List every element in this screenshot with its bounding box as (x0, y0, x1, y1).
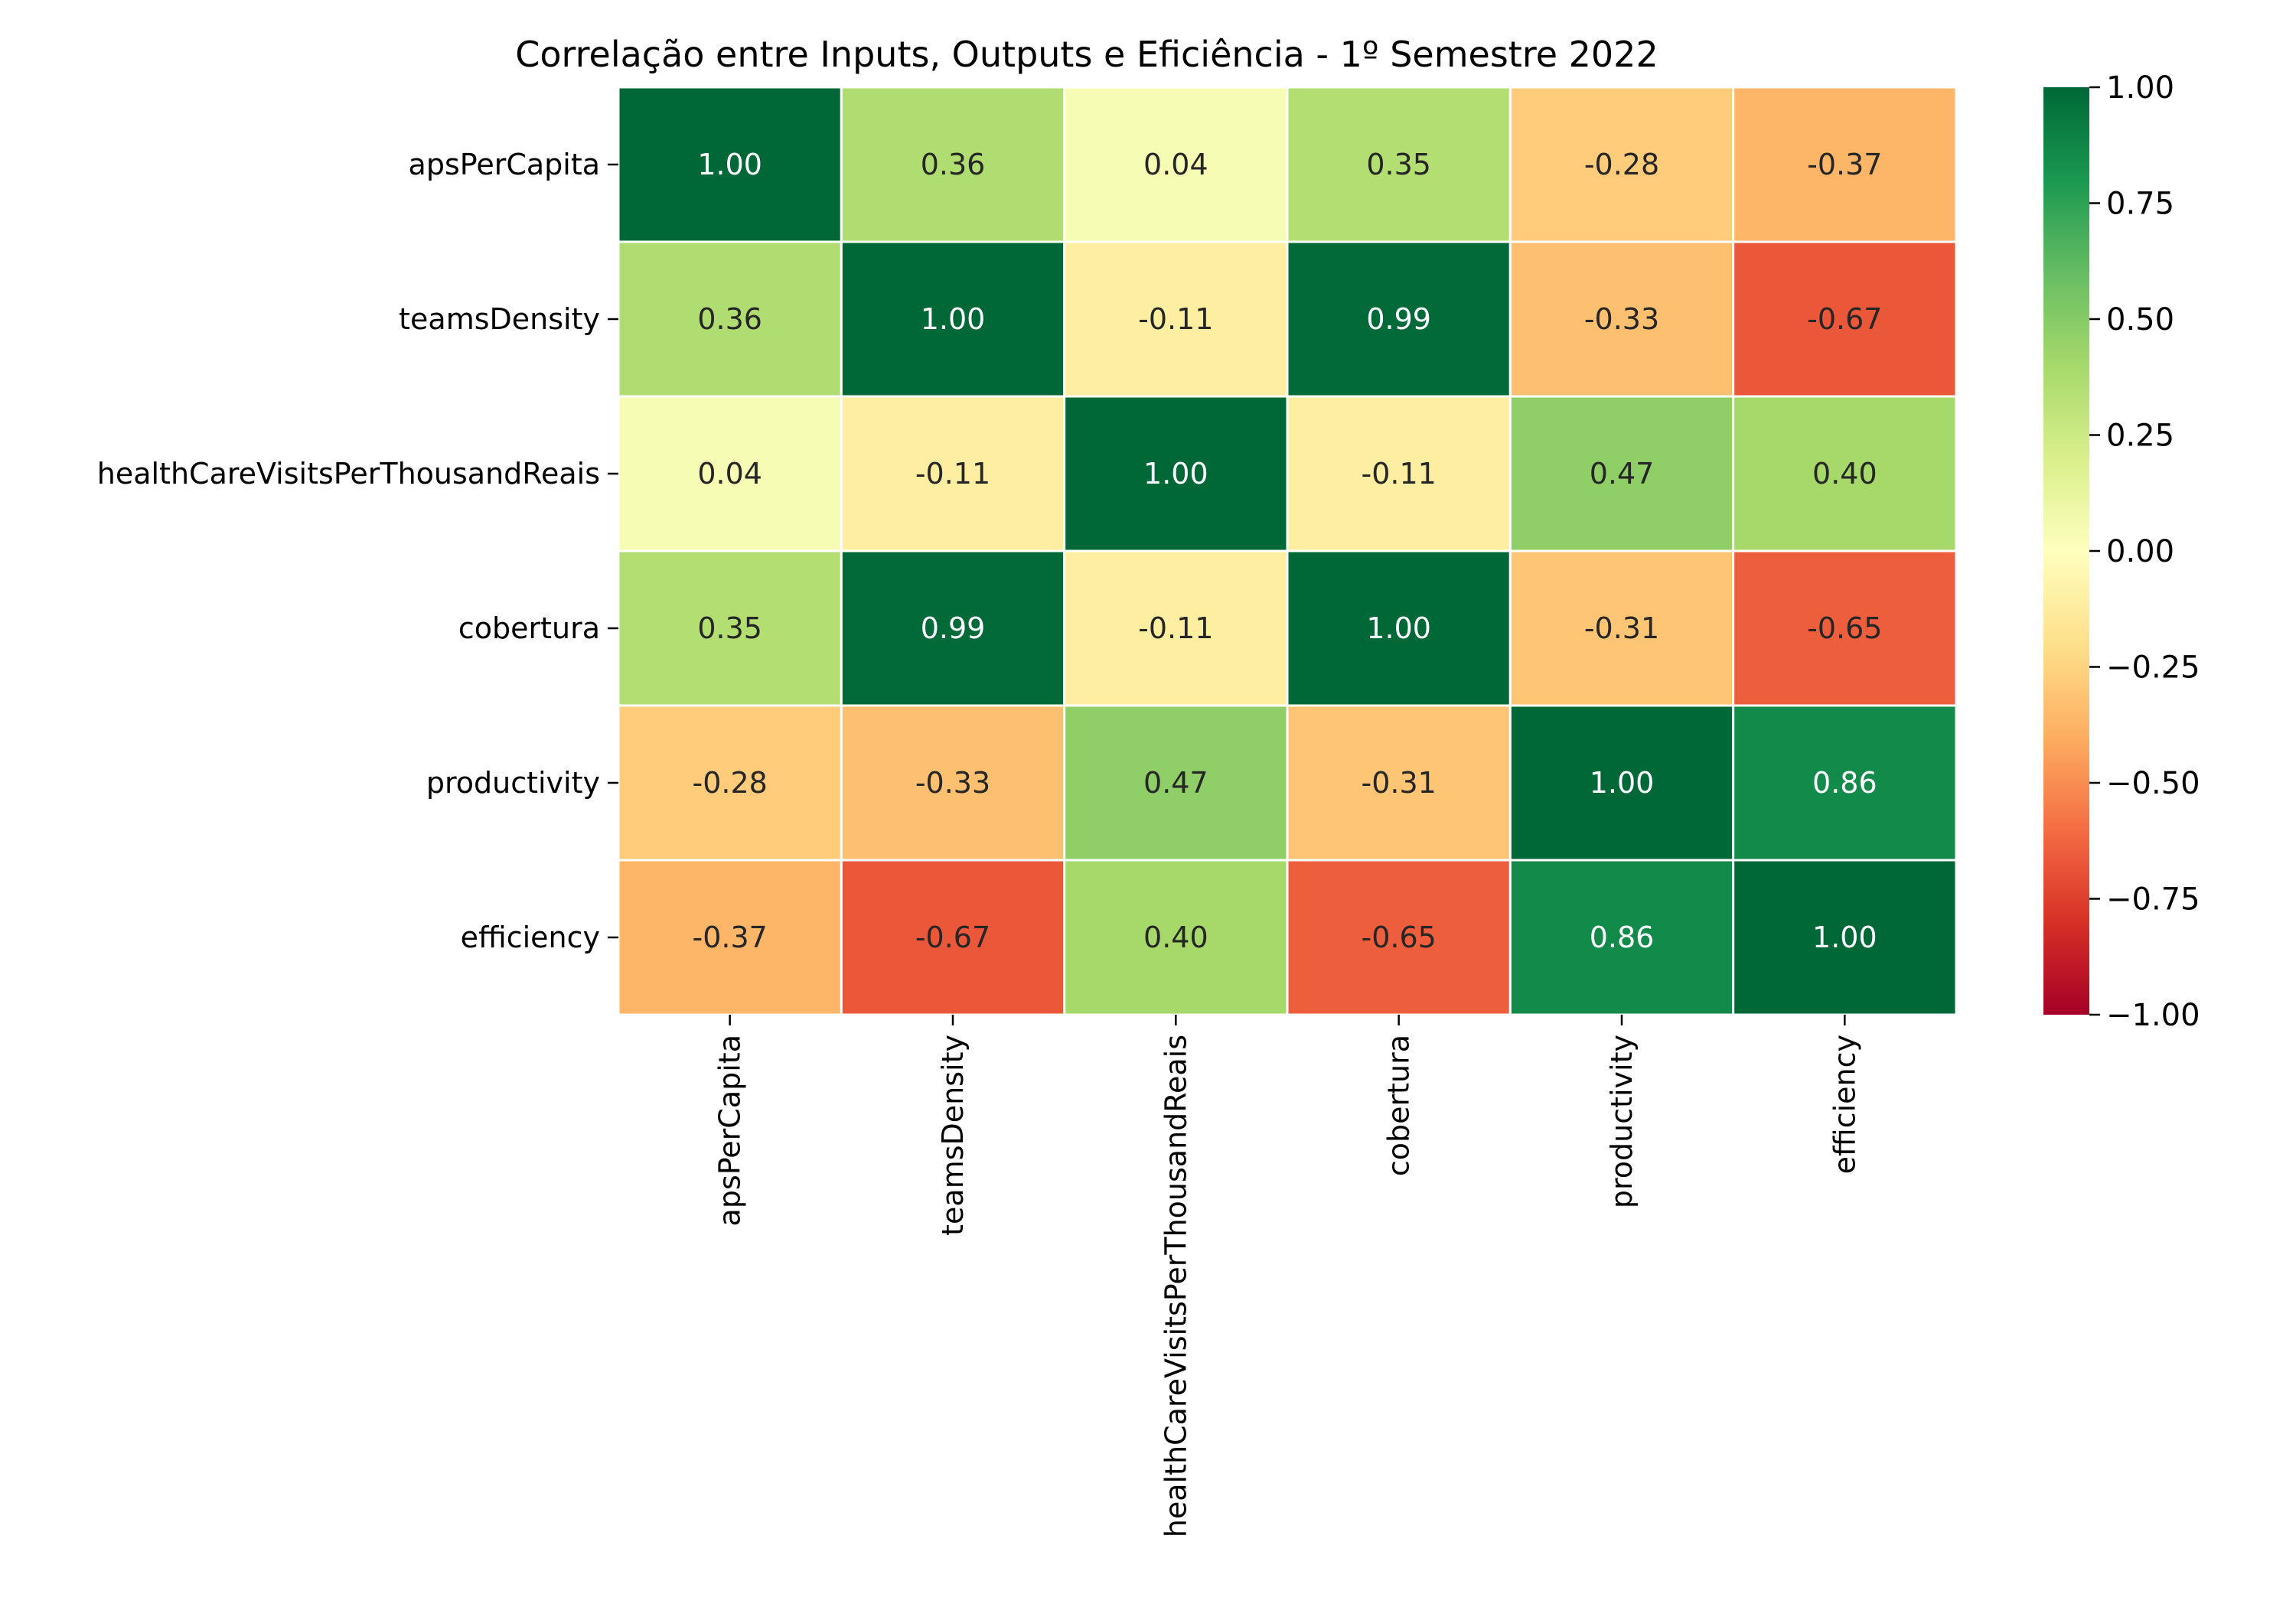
colorbar-tick-label: −0.50 (2106, 766, 2200, 801)
heatmap-cell (840, 549, 1066, 707)
cell-value-label: 0.86 (1812, 766, 1877, 800)
x-tick-label: cobertura (1382, 1035, 1416, 1176)
y-tick-label: productivity (426, 766, 600, 800)
x-tick-label: teamsDensity (936, 1035, 970, 1236)
x-axis: apsPerCapita teamsDensity healthCareVisits… (713, 1015, 1861, 1537)
colorbar-gradient (2043, 87, 2089, 1015)
heatmap-cell (840, 240, 1066, 398)
cell-value-label: 1.00 (921, 302, 986, 336)
cell-value-label: 0.40 (1143, 921, 1208, 954)
cell-value-label: -0.31 (1584, 611, 1659, 645)
cell-value-label: 0.36 (921, 148, 986, 181)
cell-value-label: 1.00 (1590, 766, 1655, 800)
cell-value-label: -0.67 (1807, 302, 1882, 336)
colorbar: 1.00 0.75 0.50 0.25 0.00 −0.25 −0.50 −0.75 −1.00 (2043, 70, 2200, 1033)
heatmap-cell (617, 859, 843, 1016)
y-tick-label: cobertura (458, 611, 600, 645)
y-axis: apsPerCapita teamsDensity healthCareVisits… (97, 148, 618, 954)
cell-value-label: 1.00 (1366, 611, 1431, 645)
colorbar-tick-label: 0.25 (2106, 419, 2174, 454)
heatmap-cell (840, 395, 1066, 553)
colorbar-tick-label: −0.75 (2106, 882, 2200, 918)
cell-value-label: -0.33 (1584, 302, 1659, 336)
heatmap-cell (1732, 86, 1958, 243)
colorbar-tick-label: 0.75 (2106, 187, 2174, 222)
y-tick-label: teamsDensity (399, 302, 600, 336)
cell-value-label: 0.36 (697, 302, 762, 336)
cell-value-label: -0.11 (1138, 302, 1213, 336)
cell-value-label: -0.11 (915, 457, 990, 491)
cell-value-label: 0.47 (1143, 766, 1208, 800)
cell-value-label: -0.31 (1362, 766, 1437, 800)
y-tick-label: efficiency (461, 921, 600, 954)
heatmap-cell (617, 704, 843, 862)
x-tick-label: healthCareVisitsPerThousandReais (1159, 1035, 1192, 1537)
colorbar-tick-label: 0.00 (2106, 534, 2174, 569)
colorbar-tick-label: 1.00 (2106, 70, 2174, 106)
heatmap-cell (617, 549, 843, 707)
heatmap-cell (1063, 86, 1289, 243)
cell-value-label: 0.40 (1812, 457, 1877, 491)
heatmap-cell (1286, 86, 1512, 243)
y-tick-label: apsPerCapita (409, 148, 600, 181)
cell-value-label: 0.99 (921, 611, 986, 645)
heatmap-cell (1508, 549, 1735, 707)
heatmap-cell (1063, 549, 1289, 707)
heatmap-cell (1732, 549, 1958, 707)
cell-value-label: 1.00 (697, 148, 762, 181)
cell-value-label: -0.11 (1138, 611, 1213, 645)
cell-value-label: -0.28 (1584, 148, 1659, 181)
cell-value-label: -0.65 (1807, 611, 1882, 645)
cell-value-label: 0.35 (697, 611, 762, 645)
colorbar-tick-label: 0.50 (2106, 302, 2174, 337)
chart-title: Correlação entre Inputs, Outputs e Efici… (515, 34, 1658, 75)
x-tick-label: productivity (1605, 1035, 1639, 1208)
heatmap-cell (1286, 549, 1512, 707)
cell-value-label: 0.35 (1366, 148, 1431, 181)
cell-value-label: 0.04 (1143, 148, 1208, 181)
heatmap-cell (1732, 704, 1958, 862)
x-tick-label: efficiency (1828, 1035, 1861, 1174)
cell-value-label: 0.99 (1366, 302, 1431, 336)
y-tick-label: healthCareVisitsPerThousandReais (97, 457, 600, 491)
x-tick-label: apsPerCapita (713, 1035, 747, 1226)
cell-value-label: 1.00 (1812, 921, 1877, 954)
cell-value-label: -0.33 (915, 766, 990, 800)
cell-value-label: 0.86 (1590, 921, 1655, 954)
cell-value-label: 0.04 (697, 457, 762, 491)
colorbar-tick-label: −0.25 (2106, 650, 2200, 686)
cell-value-label: -0.28 (693, 766, 768, 800)
cell-value-label: -0.67 (915, 921, 990, 954)
cell-value-label: -0.37 (1807, 148, 1882, 181)
cell-value-label: -0.37 (693, 921, 768, 954)
cell-value-label: 1.00 (1143, 457, 1208, 491)
heatmap-cell (1732, 240, 1958, 398)
heatmap-cell (1286, 395, 1512, 553)
heatmap-cell (617, 395, 843, 553)
heatmap-cell (1508, 704, 1735, 862)
heatmap-cell (1508, 86, 1735, 243)
heatmap-cell (1508, 395, 1735, 553)
heatmap-cell (1508, 859, 1735, 1016)
heatmap-cell (1063, 704, 1289, 862)
colorbar-tick-label: −1.00 (2106, 998, 2200, 1033)
heatmap-cell (1286, 704, 1512, 862)
heatmap-cell (1732, 859, 1958, 1016)
heatmap-cell-labels: 1.00 0.36 0.04 0.35 -0.28 -0.37 0.36 1.00 -0.11 0… (693, 148, 1883, 954)
cell-value-label: 0.47 (1590, 457, 1655, 491)
heatmap-cell (1732, 395, 1958, 553)
heatmap-cell (1286, 240, 1512, 398)
cell-value-label: -0.65 (1362, 921, 1437, 954)
cell-value-label: -0.11 (1362, 457, 1437, 491)
heatmap-cell (840, 86, 1066, 243)
heatmap-cells (617, 86, 1958, 1016)
heatmap-cell (617, 86, 843, 243)
